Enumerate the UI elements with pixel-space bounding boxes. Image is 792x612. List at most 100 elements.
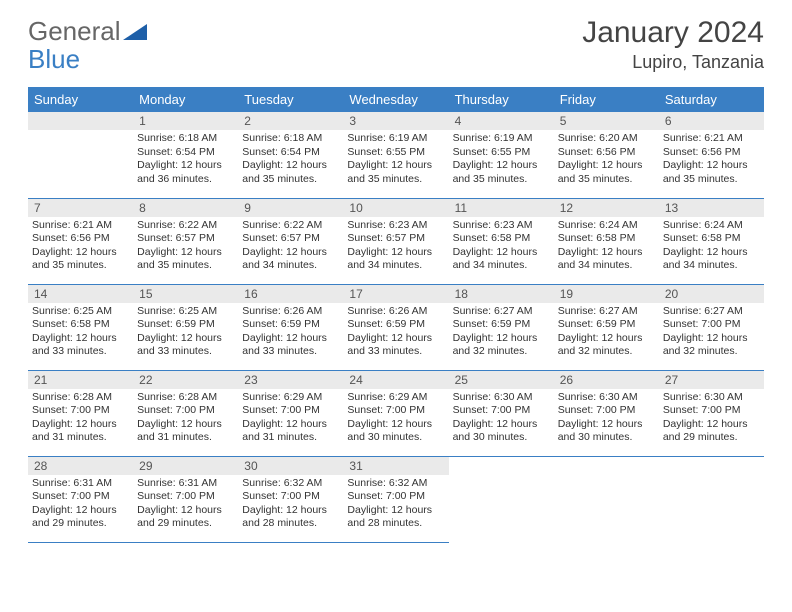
calendar-day: 23Sunrise: 6:29 AMSunset: 7:00 PMDayligh… [238,370,343,456]
day-number: 1 [133,112,238,130]
day-content: Sunrise: 6:24 AMSunset: 6:58 PMDaylight:… [554,217,659,278]
calendar-day: 12Sunrise: 6:24 AMSunset: 6:58 PMDayligh… [554,198,659,284]
day-number: 28 [28,457,133,475]
location: Lupiro, Tanzania [582,52,764,73]
calendar-empty [28,112,133,198]
day-content: Sunrise: 6:25 AMSunset: 6:59 PMDaylight:… [133,303,238,364]
title-block: January 2024 Lupiro, Tanzania [582,16,764,73]
day-content: Sunrise: 6:20 AMSunset: 6:56 PMDaylight:… [554,130,659,191]
calendar-day: 10Sunrise: 6:23 AMSunset: 6:57 PMDayligh… [343,198,448,284]
calendar-day: 13Sunrise: 6:24 AMSunset: 6:58 PMDayligh… [659,198,764,284]
calendar-day: 20Sunrise: 6:27 AMSunset: 7:00 PMDayligh… [659,284,764,370]
day-content: Sunrise: 6:27 AMSunset: 7:00 PMDaylight:… [659,303,764,364]
calendar-day: 8Sunrise: 6:22 AMSunset: 6:57 PMDaylight… [133,198,238,284]
calendar-day: 5Sunrise: 6:20 AMSunset: 6:56 PMDaylight… [554,112,659,198]
calendar-row: 21Sunrise: 6:28 AMSunset: 7:00 PMDayligh… [28,370,764,456]
calendar-day: 2Sunrise: 6:18 AMSunset: 6:54 PMDaylight… [238,112,343,198]
calendar-empty [449,456,554,542]
weekday-header: Sunday [28,87,133,112]
day-number: 27 [659,371,764,389]
day-number: 11 [449,199,554,217]
day-number: 26 [554,371,659,389]
day-number: 15 [133,285,238,303]
day-number: 8 [133,199,238,217]
day-number: 22 [133,371,238,389]
day-number: 10 [343,199,448,217]
calendar-day: 22Sunrise: 6:28 AMSunset: 7:00 PMDayligh… [133,370,238,456]
logo-text-blue: Blue [28,44,80,75]
day-number: 24 [343,371,448,389]
weekday-header: Saturday [659,87,764,112]
calendar-day: 6Sunrise: 6:21 AMSunset: 6:56 PMDaylight… [659,112,764,198]
day-content: Sunrise: 6:27 AMSunset: 6:59 PMDaylight:… [449,303,554,364]
day-content: Sunrise: 6:19 AMSunset: 6:55 PMDaylight:… [449,130,554,191]
calendar-day: 15Sunrise: 6:25 AMSunset: 6:59 PMDayligh… [133,284,238,370]
day-content: Sunrise: 6:28 AMSunset: 7:00 PMDaylight:… [28,389,133,450]
day-content: Sunrise: 6:23 AMSunset: 6:57 PMDaylight:… [343,217,448,278]
calendar-day: 30Sunrise: 6:32 AMSunset: 7:00 PMDayligh… [238,456,343,542]
day-number: 12 [554,199,659,217]
calendar-row: 7Sunrise: 6:21 AMSunset: 6:56 PMDaylight… [28,198,764,284]
day-content: Sunrise: 6:25 AMSunset: 6:58 PMDaylight:… [28,303,133,364]
day-number: 21 [28,371,133,389]
logo-triangle-icon [123,22,149,42]
calendar-day: 4Sunrise: 6:19 AMSunset: 6:55 PMDaylight… [449,112,554,198]
weekday-header: Friday [554,87,659,112]
day-number: 2 [238,112,343,130]
day-number: 18 [449,285,554,303]
weekday-header: Monday [133,87,238,112]
day-number: 23 [238,371,343,389]
calendar-day: 17Sunrise: 6:26 AMSunset: 6:59 PMDayligh… [343,284,448,370]
day-content: Sunrise: 6:30 AMSunset: 7:00 PMDaylight:… [449,389,554,450]
weekday-header: Tuesday [238,87,343,112]
calendar-day: 19Sunrise: 6:27 AMSunset: 6:59 PMDayligh… [554,284,659,370]
day-content: Sunrise: 6:19 AMSunset: 6:55 PMDaylight:… [343,130,448,191]
day-number: 31 [343,457,448,475]
calendar-day: 9Sunrise: 6:22 AMSunset: 6:57 PMDaylight… [238,198,343,284]
day-number: 5 [554,112,659,130]
day-number: 29 [133,457,238,475]
day-content: Sunrise: 6:23 AMSunset: 6:58 PMDaylight:… [449,217,554,278]
day-content: Sunrise: 6:21 AMSunset: 6:56 PMDaylight:… [659,130,764,191]
header: General January 2024 Lupiro, Tanzania [0,0,792,81]
day-content: Sunrise: 6:31 AMSunset: 7:00 PMDaylight:… [133,475,238,536]
calendar-table: SundayMondayTuesdayWednesdayThursdayFrid… [28,87,764,543]
calendar-head: SundayMondayTuesdayWednesdayThursdayFrid… [28,87,764,112]
calendar-body: 1Sunrise: 6:18 AMSunset: 6:54 PMDaylight… [28,112,764,542]
calendar-day: 7Sunrise: 6:21 AMSunset: 6:56 PMDaylight… [28,198,133,284]
day-content: Sunrise: 6:24 AMSunset: 6:58 PMDaylight:… [659,217,764,278]
day-number: 4 [449,112,554,130]
calendar-day: 18Sunrise: 6:27 AMSunset: 6:59 PMDayligh… [449,284,554,370]
calendar-day: 25Sunrise: 6:30 AMSunset: 7:00 PMDayligh… [449,370,554,456]
calendar-empty [554,456,659,542]
day-content: Sunrise: 6:30 AMSunset: 7:00 PMDaylight:… [554,389,659,450]
weekday-row: SundayMondayTuesdayWednesdayThursdayFrid… [28,87,764,112]
day-number: 17 [343,285,448,303]
month-title: January 2024 [582,16,764,50]
day-number: 19 [554,285,659,303]
calendar-day: 24Sunrise: 6:29 AMSunset: 7:00 PMDayligh… [343,370,448,456]
day-content: Sunrise: 6:26 AMSunset: 6:59 PMDaylight:… [238,303,343,364]
day-content: Sunrise: 6:28 AMSunset: 7:00 PMDaylight:… [133,389,238,450]
day-number: 6 [659,112,764,130]
calendar-day: 14Sunrise: 6:25 AMSunset: 6:58 PMDayligh… [28,284,133,370]
calendar-day: 26Sunrise: 6:30 AMSunset: 7:00 PMDayligh… [554,370,659,456]
logo-text-general: General [28,16,121,47]
day-content: Sunrise: 6:29 AMSunset: 7:00 PMDaylight:… [238,389,343,450]
day-content: Sunrise: 6:22 AMSunset: 6:57 PMDaylight:… [133,217,238,278]
calendar-row: 14Sunrise: 6:25 AMSunset: 6:58 PMDayligh… [28,284,764,370]
day-number: 20 [659,285,764,303]
day-content: Sunrise: 6:18 AMSunset: 6:54 PMDaylight:… [238,130,343,191]
calendar-row: 1Sunrise: 6:18 AMSunset: 6:54 PMDaylight… [28,112,764,198]
day-number: 13 [659,199,764,217]
day-content: Sunrise: 6:27 AMSunset: 6:59 PMDaylight:… [554,303,659,364]
calendar-day: 1Sunrise: 6:18 AMSunset: 6:54 PMDaylight… [133,112,238,198]
calendar-day: 29Sunrise: 6:31 AMSunset: 7:00 PMDayligh… [133,456,238,542]
day-number: 30 [238,457,343,475]
calendar-day: 21Sunrise: 6:28 AMSunset: 7:00 PMDayligh… [28,370,133,456]
day-content: Sunrise: 6:32 AMSunset: 7:00 PMDaylight:… [238,475,343,536]
day-content: Sunrise: 6:31 AMSunset: 7:00 PMDaylight:… [28,475,133,536]
day-number: 25 [449,371,554,389]
day-content: Sunrise: 6:21 AMSunset: 6:56 PMDaylight:… [28,217,133,278]
day-content: Sunrise: 6:18 AMSunset: 6:54 PMDaylight:… [133,130,238,191]
